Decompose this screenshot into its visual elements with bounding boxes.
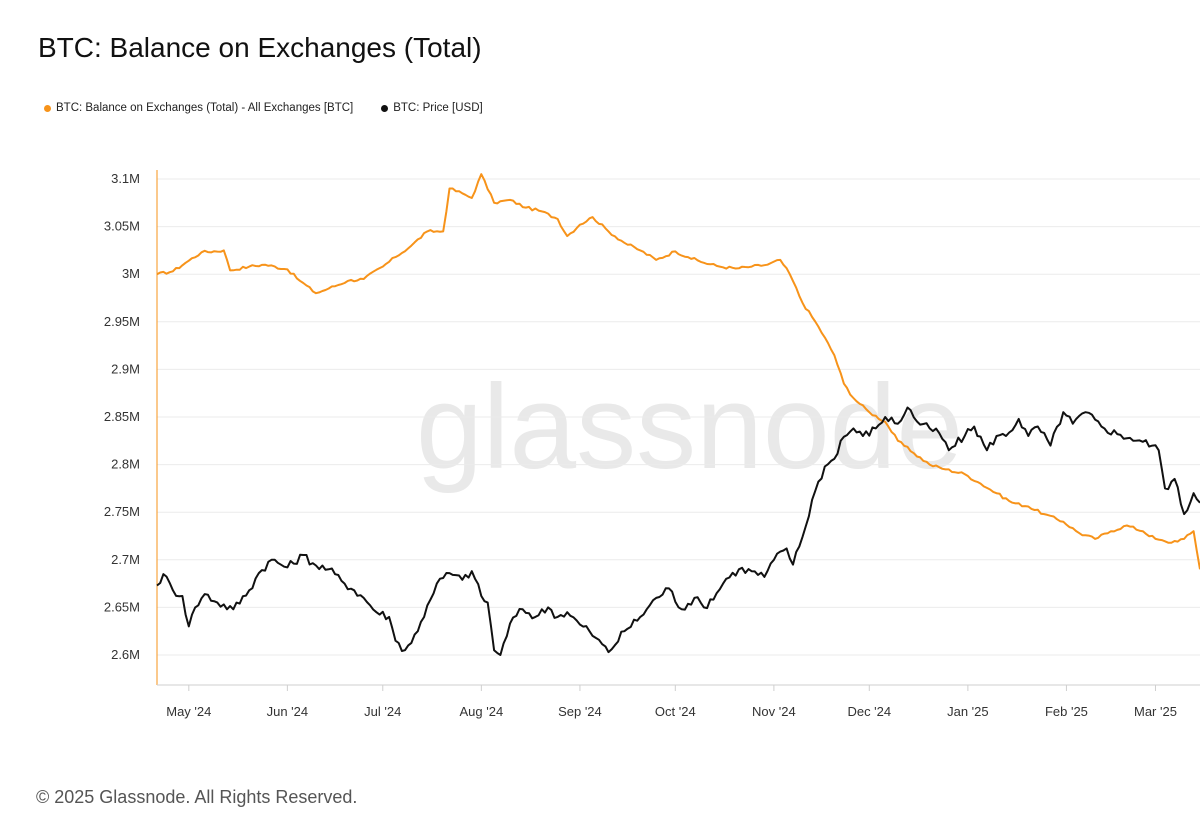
x-tick-label: May '24	[166, 704, 211, 719]
x-tick-label: Nov '24	[752, 704, 796, 719]
y-tick-label: 2.9M	[111, 361, 140, 376]
legend-item-price[interactable]: BTC: Price [USD]	[381, 102, 483, 114]
y-tick-label: 2.75M	[104, 504, 140, 519]
y-tick-label: 2.7M	[111, 552, 140, 567]
axis-layer: 3.1M 3.05M 3M 2.95M 2.9M 2.85M 2.8M 2.75M 2.7M 2.…	[104, 170, 1200, 719]
legend-label-balance: BTC: Balance on Exchanges (Total) - All …	[56, 102, 354, 114]
series-line-price	[156, 406, 1200, 656]
y-tick-label: 3M	[122, 266, 140, 281]
x-tick-label: Sep '24	[558, 704, 602, 719]
legend-label-price: BTC: Price [USD]	[393, 102, 483, 114]
y-tick-label: 2.95M	[104, 314, 140, 329]
chart-legend: BTC: Balance on Exchanges (Total) - All …	[44, 102, 483, 114]
y-tick-label: 2.85M	[104, 409, 140, 424]
legend-dot-balance	[44, 104, 51, 112]
copyright-footer: © 2025 Glassnode. All Rights Reserved.	[36, 787, 358, 807]
x-tick-label: Aug '24	[460, 704, 504, 719]
chart-title: BTC: Balance on Exchanges (Total)	[38, 32, 482, 63]
x-tick-label: Feb '25	[1045, 704, 1088, 719]
x-tick-label: Jul '24	[364, 704, 401, 719]
y-tick-label: 2.6M	[111, 647, 140, 662]
grid-layer	[157, 178, 1200, 656]
y-tick-label: 3.05M	[104, 219, 140, 234]
x-tick-label: Mar '25	[1134, 704, 1177, 719]
x-tick-label: Dec '24	[847, 704, 891, 719]
x-tick-label: Oct '24	[655, 704, 696, 719]
series-line-balance	[156, 173, 1200, 570]
y-tick-label: 2.8M	[111, 457, 140, 472]
legend-dot-price	[381, 104, 389, 112]
y-tick-label: 3.1M	[111, 171, 140, 186]
legend-item-balance[interactable]: BTC: Balance on Exchanges (Total) - All …	[44, 102, 353, 114]
y-tick-label: 2.65M	[104, 599, 140, 614]
x-tick-label: Jan '25	[947, 704, 989, 719]
x-tick-label: Jun '24	[267, 704, 309, 719]
series-layer	[156, 173, 1200, 656]
watermark-text: glassnode	[416, 360, 963, 494]
